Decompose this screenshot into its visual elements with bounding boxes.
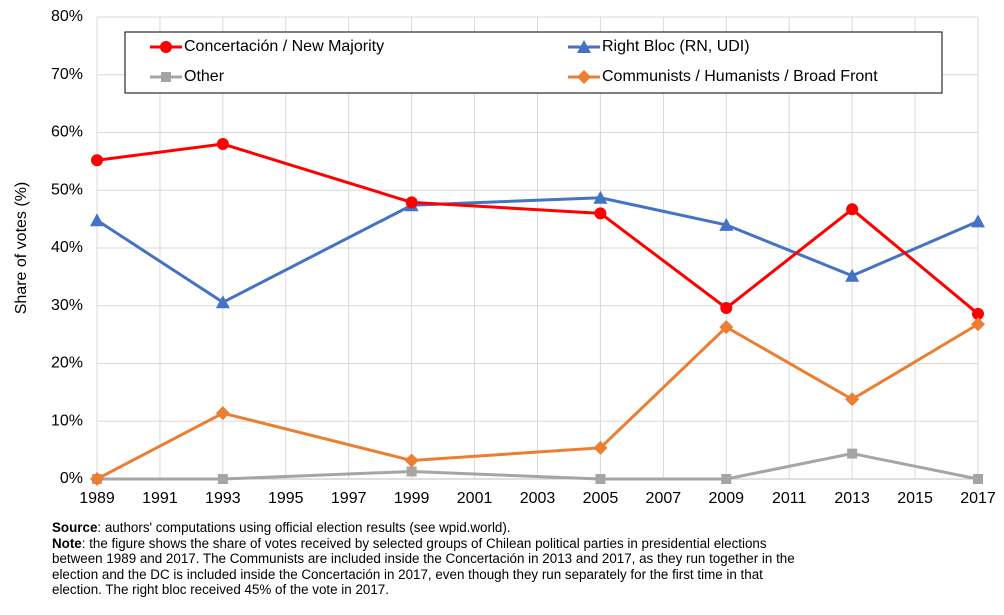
marker <box>217 474 228 484</box>
x-tick-label: 2009 <box>708 490 744 507</box>
marker <box>721 474 732 484</box>
legend-box <box>124 31 943 94</box>
x-tick-label: 2011 <box>772 490 807 507</box>
y-tick-label: 70% <box>51 66 83 83</box>
marker <box>845 392 860 407</box>
x-tick-label: 2015 <box>897 490 933 507</box>
x-tick-label: 2003 <box>520 490 556 507</box>
marker <box>215 406 230 421</box>
marker <box>720 302 733 315</box>
marker <box>972 307 984 320</box>
chart: Share of votes (%) 0% 10% 20% 30% 40% 50% 60% 7… <box>13 8 996 507</box>
x-tick-label: 1993 <box>205 490 241 507</box>
marker <box>405 196 418 209</box>
x-tick-label: 2005 <box>583 490 619 507</box>
marker <box>594 207 607 220</box>
x-tick-label: 1989 <box>79 490 115 507</box>
y-tick-label: 20% <box>51 355 83 372</box>
x-tick-label: 1991 <box>142 490 178 507</box>
marker <box>160 41 172 53</box>
legend-label: Other <box>184 68 225 85</box>
y-tick-label: 80% <box>51 8 83 25</box>
marker <box>847 448 858 459</box>
marker <box>215 295 230 309</box>
source-line: Source: authors' computations using offi… <box>52 520 997 536</box>
source-label: Source <box>52 520 98 535</box>
y-tick-label: 40% <box>51 239 83 256</box>
marker <box>216 138 229 151</box>
x-tick-label: 2001 <box>457 490 493 507</box>
marker <box>90 472 104 486</box>
note-label: Note <box>52 535 82 551</box>
marker <box>90 213 104 227</box>
note-line: election. The right bloc received 45% of… <box>52 582 389 597</box>
marker <box>404 453 419 468</box>
x-tick-label: 1997 <box>331 490 367 507</box>
marker <box>91 154 103 167</box>
notes: Source: authors' computations using offi… <box>52 520 997 598</box>
source-text: : authors' computations using official e… <box>97 520 511 535</box>
x-tick-label: 1999 <box>394 490 430 507</box>
marker <box>973 474 983 484</box>
marker <box>593 440 608 455</box>
y-tick-label: 60% <box>51 124 83 141</box>
y-tick-label: 30% <box>51 297 83 314</box>
marker <box>845 268 860 282</box>
legend-label: Concertación / New Majority <box>184 38 384 55</box>
marker <box>577 70 591 84</box>
y-tick-label: 50% <box>51 181 83 198</box>
marker <box>719 320 734 335</box>
y-tick-label: 0% <box>60 470 83 487</box>
marker <box>595 474 606 484</box>
x-tick-label: 2007 <box>646 490 682 507</box>
marker <box>161 72 171 82</box>
marker <box>577 40 591 53</box>
marker <box>406 466 417 477</box>
y-axis-label: Share of votes (%) <box>13 182 30 315</box>
legend-label: Communists / Humanists / Broad Front <box>602 68 878 85</box>
marker <box>593 190 608 204</box>
note-text: : the figure shows the share of votes re… <box>81 535 767 551</box>
note-line: between 1989 and 2017. The Communists ar… <box>52 551 795 566</box>
legend-label: Right Bloc (RN, UDI) <box>602 38 750 55</box>
x-tick-label: 2013 <box>834 490 870 507</box>
x-tick-label: 1995 <box>268 490 304 507</box>
x-tick-label: 2017 <box>960 490 996 507</box>
marker <box>846 203 859 216</box>
y-tick-label: 10% <box>51 412 83 429</box>
marker <box>971 317 985 332</box>
note-line: Note: the figure shows the share of vote… <box>52 536 997 552</box>
marker <box>719 217 734 231</box>
marker <box>971 214 985 228</box>
note-line: election and the DC is included inside t… <box>52 566 763 582</box>
